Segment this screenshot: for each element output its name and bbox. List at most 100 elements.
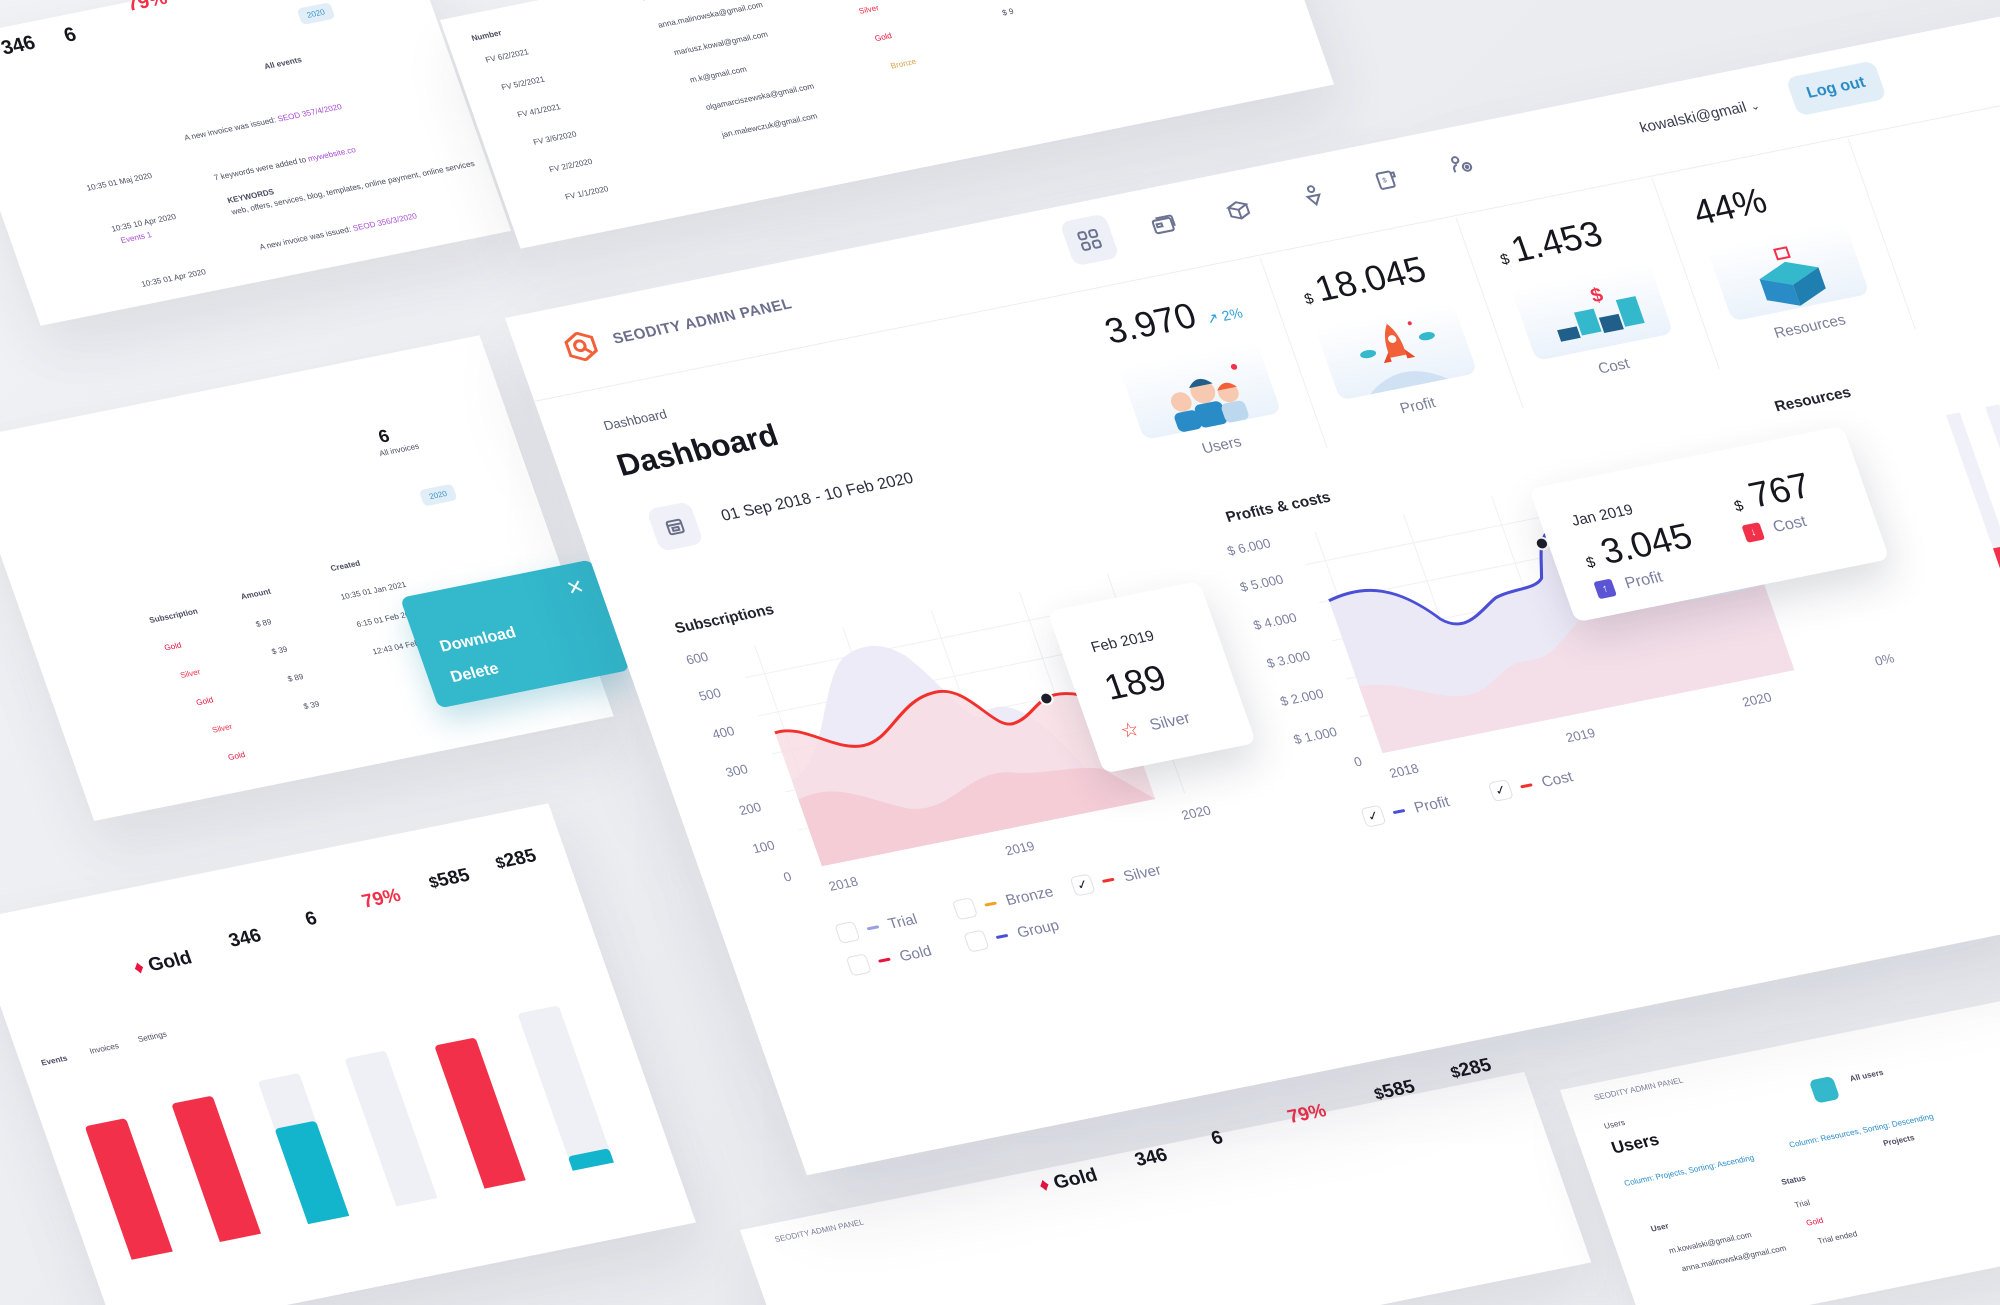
table-row[interactable]: FV 6/2/2021 [484, 47, 530, 65]
tab-settings[interactable]: Settings [136, 1029, 168, 1044]
year-badge[interactable]: 2020 [418, 483, 458, 507]
tooltip-date: Feb 2019 [1088, 627, 1157, 657]
trend-up-icon: ↗ 2% [1204, 304, 1245, 327]
stat-card-resources[interactable]: 44% Resources [1652, 138, 1916, 369]
status-cell: Gold [1804, 1215, 1825, 1228]
table-cell-email: anna.malinowska@gmail.com [656, 0, 765, 30]
filter-chip[interactable]: Column: Projects, Sorting: Ascending [1622, 1153, 1756, 1188]
stat-card-profit[interactable]: $18.045 Profit [1260, 217, 1524, 448]
event-text: 7 keywords were added to mywebsite.co [212, 145, 358, 183]
profits-tooltip: Jan 2019 $ 3.045 ↑ Profit $ 767 ↓ Cost [1528, 425, 1890, 623]
checkbox[interactable] [834, 920, 861, 944]
breadcrumb[interactable]: Dashboard [601, 406, 669, 434]
tooltip-tier: ☆ Silver [1117, 709, 1193, 743]
users-illustration-icon [1118, 339, 1282, 441]
brand-name: SEODITY ADMIN PANEL [610, 295, 795, 348]
bar-competitors [274, 1120, 350, 1225]
all-users-filter[interactable]: All users [1848, 1067, 1885, 1084]
all-events-filter[interactable]: All events [262, 55, 303, 72]
user-email-dropdown[interactable]: kowalski@gmail ⌄ [1637, 98, 1762, 137]
column-header-projects[interactable]: Projects [1881, 1133, 1916, 1148]
rocket-illustration-icon [1314, 300, 1478, 401]
page-visits-value: 346 [1132, 1144, 1171, 1171]
year-badge[interactable]: 2020 [296, 2, 336, 26]
projects-value: 6 [1208, 1127, 1226, 1150]
stat-value: $18.045 [1302, 248, 1432, 310]
subscription-badge: Gold [226, 750, 247, 763]
legend-gold[interactable]: Gold [845, 934, 970, 977]
arrow-up-icon: ↑ [1593, 578, 1617, 600]
table-row[interactable]: FV 4/1/2021 [516, 102, 562, 120]
table-cell-email: m.kowalski@gmail.com [641, 0, 726, 2]
subscription-badge: Silver [210, 722, 234, 735]
invoices-count: 6 [375, 425, 393, 447]
event-text: A new invoice was issued: SEOD 357/4/202… [183, 102, 343, 143]
status-cell: Trial ended [1816, 1229, 1859, 1246]
page-visits-value: 346 [226, 925, 265, 952]
date-range-picker[interactable]: 01 Sep 2018 - 10 Feb 2020 [646, 458, 920, 552]
stat-card-users[interactable]: 3.970 ↗ 2% Users [1064, 257, 1328, 488]
event-time: 10:35 01 Apr 2020 [140, 267, 208, 289]
amount-cell: $ 39 [302, 699, 321, 712]
events-panel: 346 6 79% 2020 All events 10:35 01 Maj 2… [0, 0, 512, 326]
filter-chip[interactable]: Column: Resources, Sorting: Descending [1787, 1111, 1935, 1150]
checkbox-checked[interactable]: ✓ [1360, 804, 1387, 828]
legend-cost[interactable]: ✓ Cost [1487, 757, 1622, 802]
column-header-created[interactable]: Created [329, 558, 362, 574]
status-cell: Trial [1793, 1198, 1812, 1210]
cost-value: $285 [493, 845, 540, 873]
users-panel: SEODITY ADMIN PANEL Users Users All user… [1560, 987, 2000, 1305]
delete-menu-item[interactable]: Delete [448, 660, 502, 687]
breadcrumb[interactable]: Users [1602, 1118, 1627, 1131]
event-time: 10:35 01 Maj 2020 [85, 171, 154, 193]
stat-value: $1.453 [1498, 212, 1608, 270]
table-row[interactable]: FV 2/2/2020 [547, 156, 594, 175]
checkbox[interactable] [845, 953, 872, 977]
dashboard-window: SEODITY ADMIN PANEL $ [505, 5, 2000, 1176]
amount-cell: $ 89 [254, 617, 273, 629]
settings-user-icon[interactable] [1432, 138, 1493, 191]
top-bar: SEODITY ADMIN PANEL $ [505, 5, 2000, 402]
y-tick: 0% [1872, 650, 1897, 669]
table-row[interactable]: FV 5/2/2021 [500, 74, 546, 92]
coins-illustration-icon: $ [1510, 260, 1674, 361]
table-cell-email: jan.malewczuk@gmail.com [720, 111, 819, 140]
box-icon[interactable] [1208, 183, 1269, 236]
projects-value: 6 [60, 23, 80, 47]
column-header-number[interactable]: Number [470, 28, 503, 43]
add-user-button[interactable] [1808, 1075, 1841, 1104]
subscriptions-title: Subscriptions [672, 601, 777, 638]
legend-group[interactable]: Group [963, 910, 1087, 953]
column-header-user[interactable]: User [1649, 1221, 1670, 1234]
table-cell-email: olgamarciszewska@gmail.com [704, 81, 816, 112]
logout-button[interactable]: Log out [1785, 60, 1888, 117]
legend-profit[interactable]: ✓ Profit [1360, 783, 1494, 828]
bar-lighthouse-track [517, 1005, 614, 1171]
calendar-icon[interactable] [646, 501, 704, 552]
column-header-subscription[interactable]: Subscription [148, 606, 200, 625]
legend-silver[interactable]: ✓ Silver [1069, 854, 1193, 897]
column-header-amount[interactable]: Amount [239, 586, 273, 602]
stat-card-cost[interactable]: $1.453 $ Cost [1456, 178, 1720, 409]
profit-value: $585 [1372, 1076, 1418, 1104]
card-icon[interactable] [1134, 198, 1195, 251]
close-icon[interactable]: ✕ [563, 575, 588, 601]
download-menu-item[interactable]: Download [437, 624, 519, 656]
column-header-status[interactable]: Status [1780, 1173, 1808, 1187]
tab-invoices[interactable]: Invoices [88, 1041, 121, 1056]
dashboard-grid-icon[interactable] [1059, 213, 1120, 267]
event-text: A new invoice was issued: SEOD 356/3/202… [258, 211, 419, 252]
resources-plot [1946, 404, 2000, 644]
tab-events[interactable]: Events [39, 1053, 69, 1068]
event-sub[interactable]: Events 1 [119, 230, 153, 245]
subscription-badge: Gold [163, 640, 183, 653]
user-pin-icon[interactable] [1283, 168, 1344, 221]
table-row[interactable]: FV 3/6/2020 [532, 129, 578, 147]
table-row[interactable]: FV 1/1/2020 [563, 184, 610, 202]
tooltip-cost-label: ↓ Cost [1741, 513, 1809, 543]
stat-cards: 3.970 ↗ 2% Users $18.045 Profit $1.453 [1064, 138, 1916, 488]
resources-title: Resources [1772, 383, 1854, 416]
invoice-icon[interactable]: $ [1357, 153, 1418, 206]
resources-chart [1930, 347, 2000, 656]
page-title: Users [1608, 1129, 1662, 1158]
